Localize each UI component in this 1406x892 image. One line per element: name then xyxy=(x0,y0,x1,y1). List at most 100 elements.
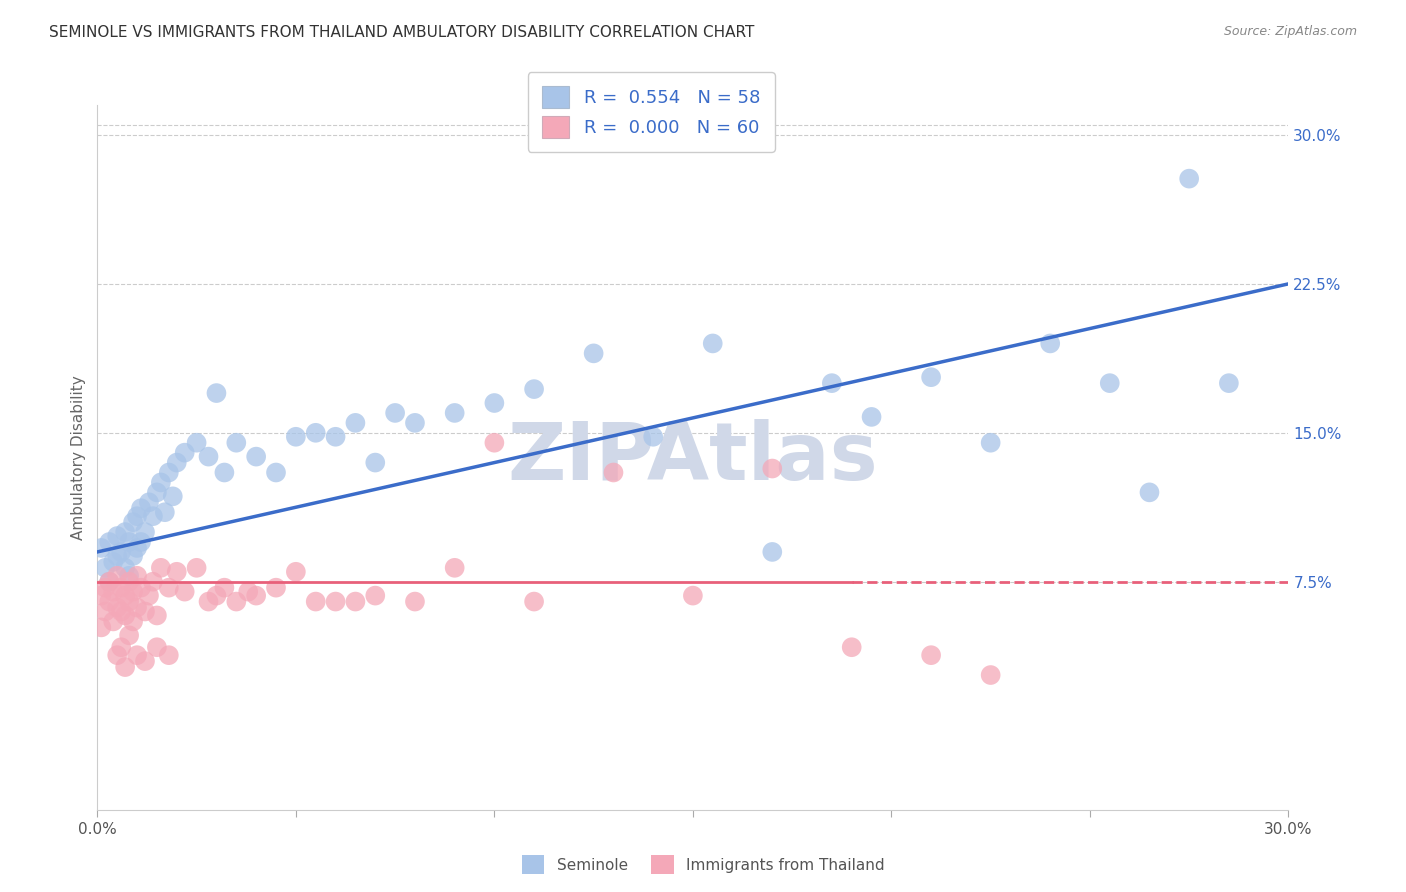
Point xyxy=(166,565,188,579)
Point xyxy=(761,545,783,559)
Point xyxy=(305,425,328,440)
Point xyxy=(98,574,121,589)
Point xyxy=(118,628,141,642)
Point xyxy=(344,594,367,608)
Point xyxy=(105,648,128,663)
Point xyxy=(122,549,145,563)
Point xyxy=(98,535,121,549)
Point xyxy=(860,409,883,424)
Point xyxy=(118,594,141,608)
Point xyxy=(173,445,195,459)
Point xyxy=(90,541,112,555)
Point xyxy=(404,416,426,430)
Point xyxy=(105,600,128,615)
Point xyxy=(264,466,287,480)
Point xyxy=(114,524,136,539)
Point xyxy=(214,581,236,595)
Point xyxy=(264,581,287,595)
Point xyxy=(238,584,260,599)
Point xyxy=(122,584,145,599)
Point xyxy=(305,594,328,608)
Point xyxy=(157,466,180,480)
Point xyxy=(125,600,148,615)
Point xyxy=(205,386,228,401)
Point xyxy=(325,430,347,444)
Point xyxy=(225,435,247,450)
Point xyxy=(125,509,148,524)
Point xyxy=(245,450,267,464)
Point xyxy=(98,574,121,589)
Point xyxy=(325,594,347,608)
Point xyxy=(173,584,195,599)
Point xyxy=(142,574,165,589)
Point xyxy=(920,370,942,384)
Text: SEMINOLE VS IMMIGRANTS FROM THAILAND AMBULATORY DISABILITY CORRELATION CHART: SEMINOLE VS IMMIGRANTS FROM THAILAND AMB… xyxy=(49,25,755,40)
Point xyxy=(110,581,132,595)
Point xyxy=(134,524,156,539)
Point xyxy=(129,581,152,595)
Point xyxy=(105,568,128,582)
Point xyxy=(118,568,141,582)
Point xyxy=(344,416,367,430)
Point xyxy=(920,648,942,663)
Point xyxy=(197,594,219,608)
Point xyxy=(98,594,121,608)
Point xyxy=(245,589,267,603)
Point xyxy=(138,589,160,603)
Point xyxy=(157,648,180,663)
Point xyxy=(284,565,307,579)
Point xyxy=(114,660,136,674)
Point xyxy=(122,615,145,629)
Point xyxy=(980,435,1002,450)
Point xyxy=(110,545,132,559)
Point xyxy=(214,466,236,480)
Point xyxy=(153,505,176,519)
Point xyxy=(94,605,117,619)
Legend: Seminole, Immigrants from Thailand: Seminole, Immigrants from Thailand xyxy=(516,849,890,880)
Point xyxy=(103,615,125,629)
Text: Source: ZipAtlas.com: Source: ZipAtlas.com xyxy=(1223,25,1357,38)
Legend: R =  0.554   N = 58, R =  0.000   N = 60: R = 0.554 N = 58, R = 0.000 N = 60 xyxy=(527,72,775,152)
Point xyxy=(484,396,506,410)
Point xyxy=(443,561,465,575)
Point xyxy=(225,594,247,608)
Point xyxy=(384,406,406,420)
Point xyxy=(980,668,1002,682)
Point xyxy=(841,640,863,655)
Point xyxy=(643,430,665,444)
Point xyxy=(110,605,132,619)
Point xyxy=(205,589,228,603)
Point xyxy=(404,594,426,608)
Point xyxy=(134,605,156,619)
Point xyxy=(364,589,387,603)
Point xyxy=(484,435,506,450)
Point xyxy=(94,581,117,595)
Point xyxy=(105,549,128,563)
Point xyxy=(523,594,546,608)
Point xyxy=(125,568,148,582)
Point xyxy=(149,561,172,575)
Point xyxy=(90,589,112,603)
Point xyxy=(197,450,219,464)
Point xyxy=(582,346,605,360)
Point xyxy=(146,608,169,623)
Point xyxy=(138,495,160,509)
Point xyxy=(125,648,148,663)
Point xyxy=(166,456,188,470)
Point xyxy=(1039,336,1062,351)
Point xyxy=(129,501,152,516)
Point xyxy=(114,608,136,623)
Point xyxy=(114,589,136,603)
Point xyxy=(761,461,783,475)
Point xyxy=(125,541,148,555)
Point xyxy=(1098,376,1121,391)
Point xyxy=(142,509,165,524)
Point xyxy=(90,620,112,634)
Point xyxy=(157,581,180,595)
Point xyxy=(110,640,132,655)
Point xyxy=(821,376,844,391)
Text: ZIPAtlas: ZIPAtlas xyxy=(508,418,879,497)
Point xyxy=(1178,171,1201,186)
Point xyxy=(162,489,184,503)
Point xyxy=(682,589,704,603)
